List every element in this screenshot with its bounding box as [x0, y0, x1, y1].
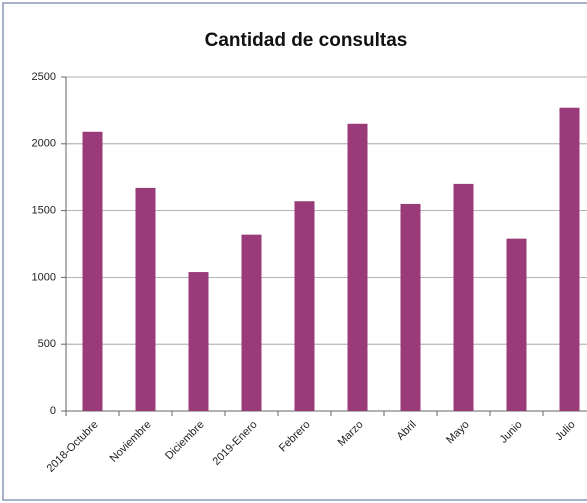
bar [135, 187, 156, 411]
bar [241, 234, 262, 411]
bar [453, 183, 474, 411]
y-tick-label: 500 [38, 338, 56, 350]
bar [82, 131, 103, 411]
y-tick-label: 1000 [32, 271, 56, 283]
bar [347, 123, 368, 411]
bar [188, 272, 209, 411]
y-tick-label: 2000 [32, 138, 56, 150]
bar [559, 107, 580, 411]
chart-title: Cantidad de consultas [205, 30, 408, 51]
bar [400, 203, 421, 411]
y-tick-label: 2500 [32, 71, 56, 83]
y-tick-label: 1500 [32, 205, 56, 217]
bar [294, 201, 315, 411]
bar [506, 238, 527, 411]
y-tick-label: 0 [50, 405, 56, 417]
